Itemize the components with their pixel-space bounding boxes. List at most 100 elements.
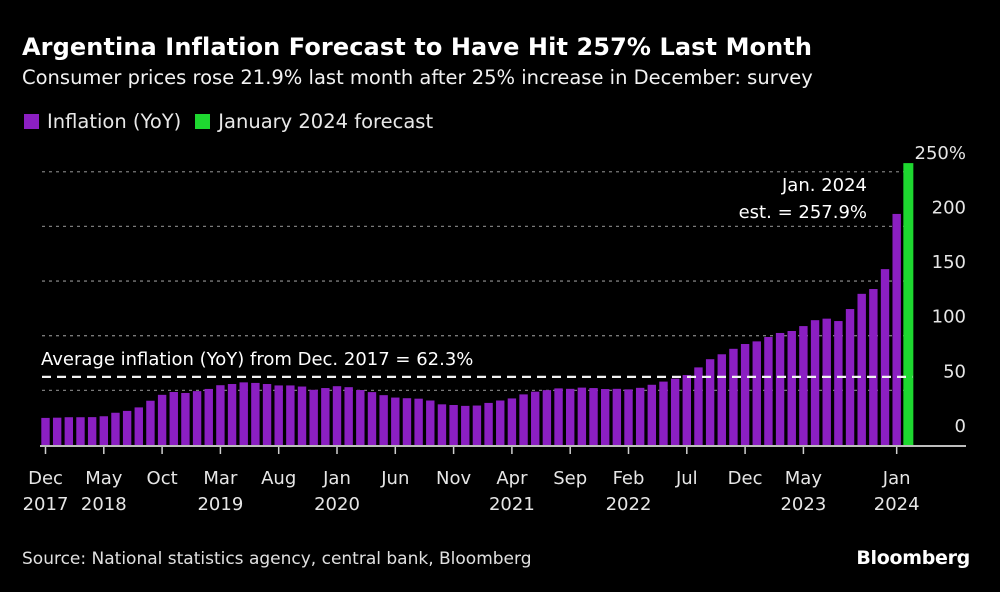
bar-inflation	[309, 389, 318, 445]
bar-inflation	[869, 289, 878, 445]
bar-forecast	[903, 163, 914, 445]
bar-inflation	[880, 269, 890, 445]
bars	[41, 163, 914, 445]
x-tick-label-month: Nov	[436, 468, 471, 489]
legend-label-forecast: January 2024 forecast	[218, 110, 434, 133]
bar-inflation	[624, 389, 633, 445]
legend-item-inflation: Inflation (YoY)	[24, 110, 181, 133]
bar-inflation	[822, 318, 831, 445]
bar-inflation	[146, 400, 155, 445]
legend-item-forecast: January 2024 forecast	[195, 110, 433, 133]
forecast-annotation-line2: est. = 257.9%	[739, 202, 867, 223]
x-tick-label-month: Feb	[613, 468, 645, 489]
legend-label-inflation: Inflation (YoY)	[47, 110, 182, 133]
bar-inflation	[402, 398, 412, 445]
x-tick-label-month: Jul	[675, 468, 698, 489]
bar-inflation	[717, 354, 726, 445]
bar-inflation	[122, 410, 132, 445]
y-tick-label: 0	[955, 416, 966, 437]
bar-inflation	[321, 388, 330, 445]
bar-inflation	[589, 388, 598, 445]
bar-inflation	[729, 348, 738, 445]
bar-inflation	[752, 341, 761, 445]
bar-inflation	[297, 386, 307, 445]
bar-inflation	[414, 398, 423, 445]
bar-inflation	[356, 390, 365, 445]
bar-inflation	[845, 309, 855, 445]
x-tick-label-year: 2020	[314, 494, 360, 515]
bar-inflation	[694, 367, 703, 445]
bar-inflation	[892, 213, 901, 445]
legend-swatch-inflation	[24, 114, 39, 129]
average-line-group: Average inflation (YoY) from Dec. 2017 =…	[41, 349, 913, 379]
bar-inflation	[227, 384, 237, 445]
bar-inflation	[251, 382, 260, 445]
bar-inflation	[612, 388, 622, 445]
bar-inflation	[484, 402, 493, 445]
average-annotation: Average inflation (YoY) from Dec. 2017 =…	[41, 349, 473, 370]
bar-inflation	[262, 384, 272, 445]
bar-inflation	[379, 395, 388, 445]
bar-inflation	[787, 331, 796, 445]
x-tick-label-month: Dec	[28, 468, 63, 489]
x-tick-label-year: 2017	[23, 494, 69, 515]
y-ticks: 0 50 100 150 200 250%	[915, 143, 966, 437]
bloomberg-logo: Bloomberg	[856, 547, 970, 569]
bar-inflation	[740, 344, 750, 445]
bar-inflation	[169, 391, 178, 445]
bar-inflation	[857, 293, 866, 445]
bar-inflation	[799, 326, 808, 445]
x-ticks: Dec 2017 May 2018 Oct Mar 2019 Aug Jan 2020 Jun Nov…	[23, 447, 920, 515]
chart-subtitle: Consumer prices rose 21.9% last month af…	[22, 66, 813, 89]
bar-inflation	[274, 385, 283, 445]
bar-inflation	[192, 391, 202, 445]
bar-inflation	[659, 381, 668, 445]
bar-inflation	[834, 321, 843, 445]
x-tick-label-year: 2021	[489, 494, 535, 515]
bar-inflation	[764, 337, 773, 445]
y-tick-label: 200	[932, 197, 966, 218]
bar-inflation	[577, 387, 587, 445]
bar-inflation	[99, 416, 108, 445]
bar-inflation	[449, 404, 458, 445]
x-tick-label-year: 2022	[606, 494, 652, 515]
source-note: Source: National statistics agency, cent…	[22, 549, 532, 569]
x-tick-label-month: Apr	[496, 468, 528, 489]
bar-inflation	[647, 384, 657, 445]
bar-inflation	[391, 397, 400, 445]
y-tick-label: 50	[943, 361, 966, 382]
bar-inflation	[204, 388, 213, 445]
bar-inflation	[64, 417, 74, 445]
x-tick-label-month: Jun	[380, 468, 409, 489]
bar-inflation	[775, 332, 785, 445]
bar-inflation	[810, 320, 820, 445]
bar-inflation	[507, 398, 517, 445]
bar-inflation	[705, 359, 715, 445]
bar-inflation	[76, 417, 85, 445]
x-tick-label-month: Jan	[322, 468, 351, 489]
bar-inflation	[41, 417, 50, 445]
legend-swatch-forecast	[195, 114, 211, 129]
bar-inflation	[216, 385, 225, 445]
bar-inflation	[472, 405, 482, 445]
bar-inflation	[566, 388, 575, 445]
chart-title: Argentina Inflation Forecast to Have Hit…	[22, 33, 813, 61]
forecast-annotation: Jan. 2024 est. = 257.9%	[739, 175, 867, 223]
y-tick-label: 250%	[915, 143, 966, 164]
bar-inflation	[367, 392, 377, 445]
bar-inflation	[344, 387, 353, 445]
bar-inflation	[519, 394, 528, 445]
bar-inflation	[286, 385, 295, 445]
bar-inflation	[496, 400, 505, 445]
y-tick-label: 150	[932, 252, 966, 273]
bar-inflation	[181, 392, 190, 445]
x-tick-label-year: 2024	[874, 494, 920, 515]
x-tick-label-year: 2018	[81, 494, 127, 515]
x-tick-label-year: 2023	[780, 494, 826, 515]
bar-inflation	[670, 378, 680, 445]
bar-inflation	[332, 386, 342, 445]
bar-inflation	[52, 417, 62, 445]
x-tick-label-month: Jan	[882, 468, 911, 489]
x-tick-label-month: Sep	[553, 468, 587, 489]
